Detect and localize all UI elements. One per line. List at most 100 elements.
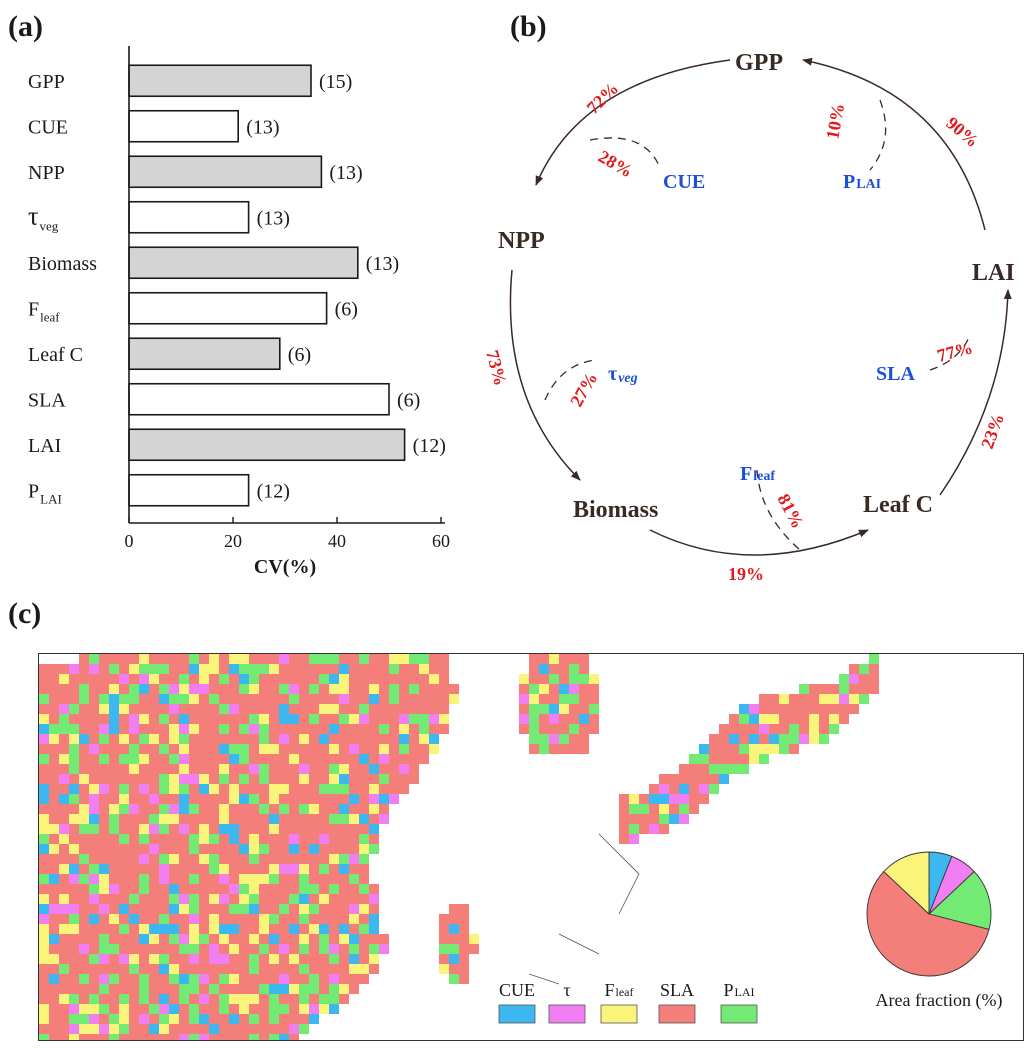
map-cell <box>89 864 99 874</box>
arrow-npp-to-biomass <box>509 269 581 481</box>
map-cell <box>229 864 239 874</box>
count-label: (13) <box>366 253 399 275</box>
dash-tau <box>544 359 596 401</box>
map-cell <box>179 674 189 684</box>
map-cell <box>249 714 259 724</box>
map-cell <box>169 1024 179 1034</box>
map-cell <box>649 814 659 824</box>
map-cell <box>159 914 169 924</box>
map-cell <box>289 814 299 824</box>
map-cell <box>529 744 539 754</box>
dash-plai <box>869 99 887 171</box>
map-cell <box>459 954 469 964</box>
map-cell <box>189 1004 199 1014</box>
map-cell <box>709 774 719 784</box>
map-cell <box>69 914 79 924</box>
map-cell <box>309 794 319 804</box>
map-cell <box>249 824 259 834</box>
map-cell <box>789 734 799 744</box>
map-cell <box>139 944 149 954</box>
map-cell <box>169 854 179 864</box>
map-cell <box>409 664 419 674</box>
map-cell <box>149 654 159 664</box>
map-cell <box>129 744 139 754</box>
map-cell <box>309 864 319 874</box>
map-cell <box>129 814 139 824</box>
map-cell <box>179 714 189 724</box>
map-cell <box>859 684 869 694</box>
map-cell <box>779 724 789 734</box>
map-cell <box>209 774 219 784</box>
map-cell <box>299 1024 309 1034</box>
map-cell <box>59 724 69 734</box>
count-label: (13) <box>257 207 290 229</box>
map-cell <box>519 724 529 734</box>
map-cell <box>129 1014 139 1024</box>
map-cell <box>309 674 319 684</box>
map-cell <box>829 684 839 694</box>
map-cell <box>319 724 329 734</box>
map-cell <box>109 794 119 804</box>
map-cell <box>249 1034 259 1040</box>
map-cell <box>149 724 159 734</box>
map-cell <box>169 1004 179 1014</box>
map-cell <box>569 664 579 674</box>
map-cell <box>339 974 349 984</box>
map-cell <box>69 714 79 724</box>
map-cell <box>189 974 199 984</box>
map-cell <box>549 664 559 674</box>
map-cell <box>859 694 869 704</box>
map-cell <box>759 724 769 734</box>
map-cell <box>69 814 79 824</box>
map-cell <box>299 764 309 774</box>
map-cell <box>199 864 209 874</box>
map-cell <box>119 744 129 754</box>
map-cell <box>39 1024 49 1034</box>
map-cell <box>289 704 299 714</box>
map-cell <box>139 784 149 794</box>
map-cell <box>749 704 759 714</box>
map-cell <box>329 664 339 674</box>
map-cell <box>149 744 159 754</box>
map-cell <box>159 944 169 954</box>
map-cell <box>119 934 129 944</box>
map-cell <box>299 744 309 754</box>
map-cell <box>109 754 119 764</box>
map-cell <box>99 734 109 744</box>
category-label: LAI <box>28 435 61 457</box>
map-cell <box>319 874 329 884</box>
map-cell <box>59 1024 69 1034</box>
map-cell <box>79 1014 89 1024</box>
map-cell <box>309 724 319 734</box>
map-cell <box>329 1004 339 1014</box>
map-cell <box>329 754 339 764</box>
map-cell <box>139 694 149 704</box>
map-cell <box>329 984 339 994</box>
pie-caption: Area fraction (%) <box>876 990 1003 1011</box>
map-cell <box>139 824 149 834</box>
map-cell <box>279 1014 289 1024</box>
map-cell <box>219 784 229 794</box>
bar <box>128 155 323 189</box>
map-cell <box>59 874 69 884</box>
map-cell <box>159 794 169 804</box>
map-cell <box>69 784 79 794</box>
map-cell <box>349 854 359 864</box>
map-cell <box>229 1024 239 1034</box>
map-cell <box>129 734 139 744</box>
map-cell <box>709 764 719 774</box>
map-cell <box>139 924 149 934</box>
map-cell <box>189 834 199 844</box>
map-cell <box>109 1004 119 1014</box>
map-cell <box>119 894 129 904</box>
map-cell <box>189 654 199 664</box>
map-cell <box>269 964 279 974</box>
map-cell <box>179 944 189 954</box>
map-cell <box>139 934 149 944</box>
map-cell <box>199 744 209 754</box>
map-cell <box>189 1014 199 1024</box>
map-cell <box>219 834 229 844</box>
map-cell <box>209 814 219 824</box>
map-cell <box>89 1014 99 1024</box>
map-cell <box>79 664 89 674</box>
